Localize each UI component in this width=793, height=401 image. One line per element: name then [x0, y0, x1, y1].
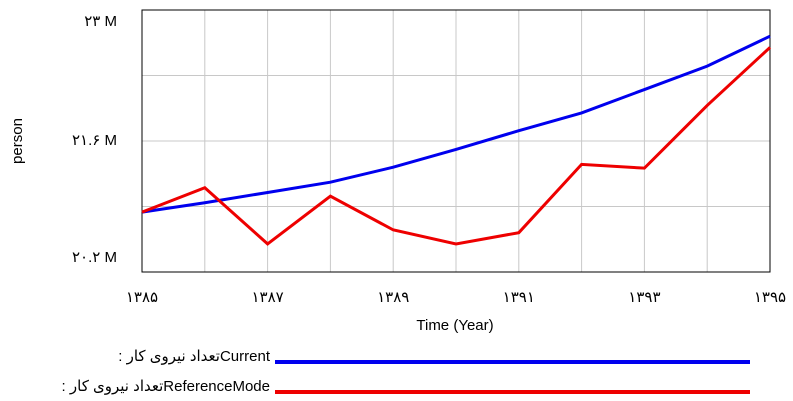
- y-tick-label: ۲۰.۲ M: [72, 249, 117, 266]
- x-tick-label: ۱۳۹۳: [628, 289, 660, 306]
- x-tick-label: ۱۳۹۱: [503, 289, 535, 306]
- series-line: [141, 46, 772, 246]
- x-tick-label: ۱۳۹۵: [754, 289, 786, 306]
- x-tick-label: ۱۳۸۵: [126, 289, 158, 306]
- x-tick-label: ۱۳۸۹: [377, 289, 409, 306]
- y-tick-label: ۲۳ M: [84, 13, 117, 30]
- legend-label: ReferenceModeتعداد نیروی کار :: [62, 378, 270, 395]
- x-axis-label: Time (Year): [416, 317, 493, 334]
- y-tick-label: ۲۱.۶ M: [72, 132, 117, 149]
- x-tick-label: ۱۳۸۷: [251, 289, 283, 306]
- plot-frame: [141, 9, 771, 273]
- legend-label: Currentتعداد نیروی کار :: [118, 348, 271, 365]
- y-axis-label: person: [9, 118, 26, 164]
- series-line: [141, 34, 771, 214]
